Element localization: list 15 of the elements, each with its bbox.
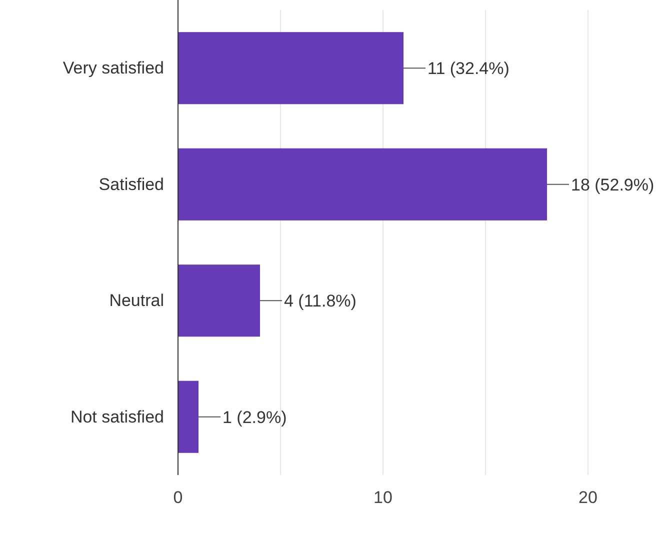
bar [178, 148, 547, 220]
y-tick-label: Very satisfied [62, 58, 164, 78]
y-tick-label: Neutral [109, 291, 164, 310]
x-tick-label: 0 [173, 488, 183, 508]
data-label: 4 (11.8%) [284, 292, 356, 311]
y-tick-label: Satisfied [98, 174, 164, 194]
bar [178, 264, 260, 337]
bar [178, 32, 404, 104]
x-tick-label: 20 [578, 488, 598, 508]
data-label: 1 (2.9%) [222, 408, 287, 427]
y-tick-label: Not satisfied [70, 407, 164, 426]
data-label: 18 (52.9%) [571, 175, 654, 194]
x-tick-label: 10 [374, 488, 392, 508]
bar [178, 380, 198, 453]
data-label: 11 (32.4%) [428, 59, 510, 78]
